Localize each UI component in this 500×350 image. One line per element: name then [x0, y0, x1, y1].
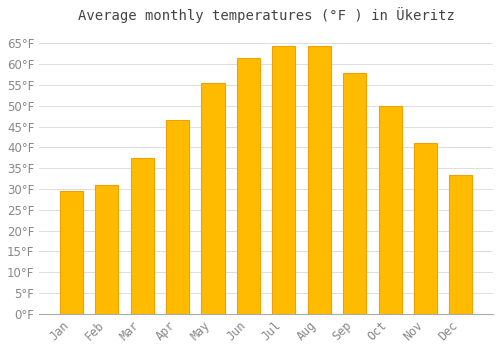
Bar [343, 72, 366, 314]
Bar [450, 175, 472, 314]
Bar [237, 58, 260, 314]
Bar [130, 158, 154, 314]
Bar [95, 185, 118, 314]
Bar [166, 120, 189, 314]
Bar [202, 83, 224, 314]
Bar [308, 46, 331, 314]
Bar [414, 144, 437, 314]
Bar [272, 46, 295, 314]
Title: Average monthly temperatures (°F ) in Ükeritz: Average monthly temperatures (°F ) in Ük… [78, 7, 454, 23]
Bar [378, 106, 402, 314]
Bar [60, 191, 83, 314]
